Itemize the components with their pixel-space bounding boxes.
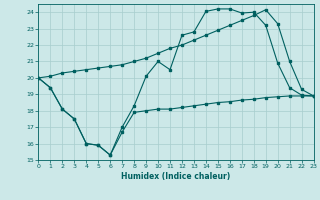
X-axis label: Humidex (Indice chaleur): Humidex (Indice chaleur) — [121, 172, 231, 181]
